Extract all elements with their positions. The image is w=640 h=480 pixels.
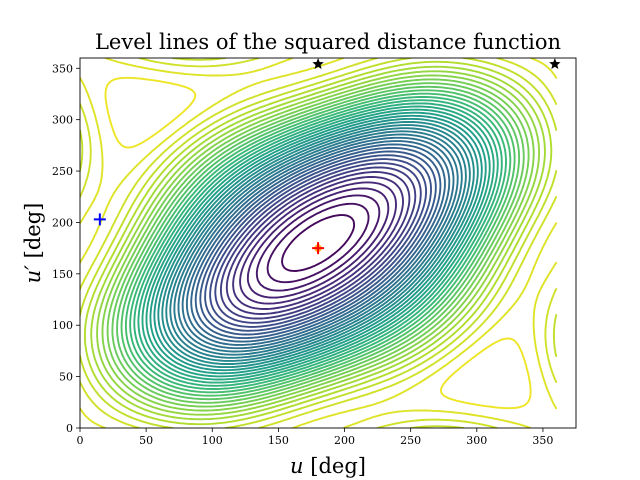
y-axis-unit: [deg]: [21, 203, 45, 259]
y-tick-label: 0: [66, 422, 73, 435]
contour-level-3: [80, 58, 558, 428]
contour-level-27: [181, 136, 455, 350]
x-tick-label: 200: [334, 434, 355, 447]
x-axis-unit: [deg]: [310, 454, 366, 478]
x-axis-var: u: [290, 454, 304, 478]
contour-level-19: [149, 111, 487, 375]
y-tick-label: 150: [52, 268, 73, 281]
contour-level-23: [165, 124, 471, 362]
contour-level-17: [141, 105, 495, 381]
contour-level-4: [80, 58, 558, 428]
x-tick-label: 300: [466, 434, 487, 447]
contour-level-42: [281, 214, 356, 272]
contour-level-12: [120, 89, 516, 397]
x-axis-label: u [deg]: [290, 454, 366, 478]
contour-level-25: [173, 130, 463, 356]
contour-level-24: [169, 127, 467, 359]
y-axis-ticks: 0 50 100 150 200 250 300 350: [52, 62, 80, 435]
contour-level-20: [153, 114, 483, 372]
star-marker-4: [549, 58, 561, 70]
contour-level-30: [194, 146, 442, 340]
markers: [93, 58, 561, 255]
contour-level-33: [209, 158, 428, 328]
contour-level-7: [96, 70, 541, 416]
y-axis-var: u′: [21, 265, 45, 284]
y-tick-label: 300: [52, 114, 73, 127]
contour-level-5: [83, 60, 553, 426]
y-tick-label: 250: [52, 165, 73, 178]
x-tick-label: 100: [202, 434, 223, 447]
chart-title: Level lines of the squared distance func…: [95, 30, 561, 54]
contour-level-10: [111, 82, 525, 404]
contour-level-13: [124, 92, 512, 394]
contour-level-41: [266, 202, 370, 284]
y-tick-label: 50: [59, 371, 73, 384]
contour-level-1: [104, 76, 532, 410]
contour-level-26: [177, 133, 459, 353]
contour-level-37: [232, 176, 404, 310]
x-tick-label: 150: [268, 434, 289, 447]
contour-level-29: [190, 143, 446, 343]
x-tick-label: 250: [400, 434, 421, 447]
contour-level-21: [157, 117, 479, 369]
y-axis-label: u′ [deg]: [21, 203, 45, 284]
contour-level-38: [239, 181, 397, 305]
x-axis-ticks: 0 50 100 150 200 250 300 350: [77, 428, 553, 447]
contour-level-28: [185, 140, 451, 346]
contour-level-9: [106, 78, 530, 408]
contour-lines: [80, 58, 558, 428]
x-tick-label: 0: [77, 434, 84, 447]
contour-level-39: [246, 187, 390, 299]
contour-level-34: [214, 162, 422, 324]
x-tick-label: 50: [139, 434, 153, 447]
contour-level-16: [137, 102, 499, 384]
contour-level-32: [204, 154, 432, 332]
contour-level-6: [90, 65, 546, 421]
contour-level-40: [255, 194, 381, 292]
contour-level-2: [80, 58, 558, 428]
star-marker-3: [312, 58, 324, 70]
plus-marker-0: [93, 213, 106, 226]
contour-level-15: [133, 99, 503, 387]
plus-marker-1: [312, 242, 325, 255]
contour-level-35: [219, 166, 417, 320]
contour-level-18: [145, 108, 491, 378]
contour-level-14: [129, 96, 507, 390]
contour-level-11: [116, 85, 521, 401]
plot-frame: [79, 57, 577, 429]
x-tick-label: 350: [532, 434, 553, 447]
contour-level-36: [225, 171, 411, 315]
y-tick-label: 350: [52, 62, 73, 75]
y-tick-label: 100: [52, 319, 73, 332]
y-tick-label: 200: [52, 216, 73, 229]
contour-level-22: [161, 121, 475, 365]
contour-level-31: [199, 150, 437, 336]
contour-level-8: [101, 74, 535, 412]
